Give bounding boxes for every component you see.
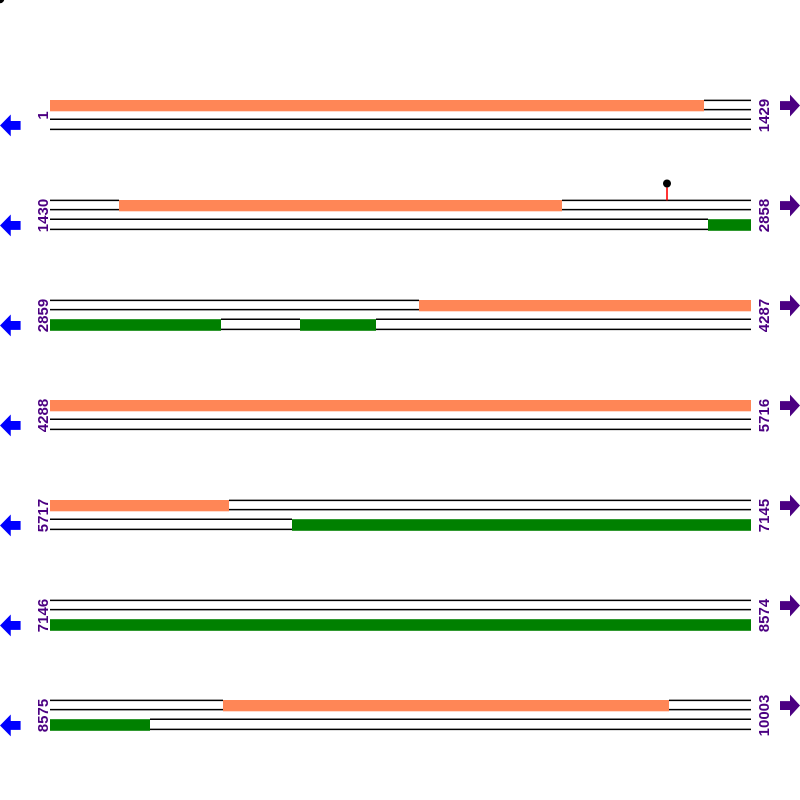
svg-text:7146: 7146 bbox=[35, 599, 52, 632]
svg-text:7145: 7145 bbox=[756, 499, 773, 532]
svg-text:4288: 4288 bbox=[35, 399, 52, 432]
svg-text:1429: 1429 bbox=[756, 99, 773, 132]
svg-text:1430: 1430 bbox=[35, 199, 52, 232]
svg-text:4287: 4287 bbox=[756, 299, 773, 332]
svg-text:10003: 10003 bbox=[756, 695, 773, 737]
svg-text:2858: 2858 bbox=[756, 199, 773, 232]
svg-text:5716: 5716 bbox=[756, 399, 773, 432]
svg-text:5717: 5717 bbox=[35, 499, 52, 532]
svg-text:8574: 8574 bbox=[756, 598, 773, 632]
svg-text:2859: 2859 bbox=[35, 299, 52, 332]
svg-text:1: 1 bbox=[35, 111, 52, 119]
svg-text:8575: 8575 bbox=[35, 699, 52, 732]
